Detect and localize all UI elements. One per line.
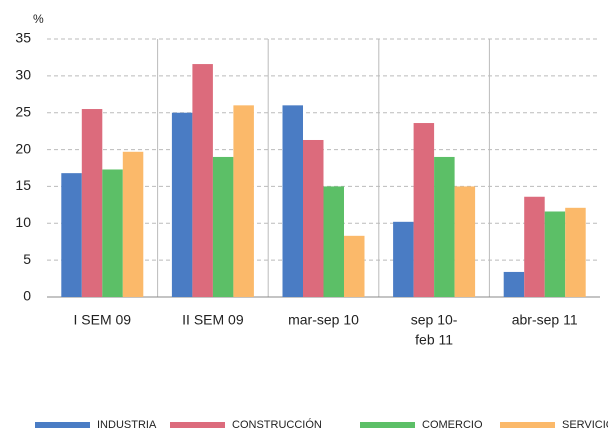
y-tick-label: 30 <box>15 67 31 83</box>
y-tick-label: 5 <box>23 251 31 267</box>
bar <box>233 105 254 297</box>
bar <box>524 196 545 297</box>
bar <box>344 235 365 297</box>
legend-label: COMERCIO <box>422 419 483 430</box>
legend-label: INDUSTRIA <box>97 419 157 430</box>
bar <box>565 207 586 297</box>
y-tick-label: 25 <box>15 103 31 119</box>
bar <box>434 156 455 297</box>
legend-swatch <box>35 422 90 428</box>
x-tick-label: mar-sep 10 <box>288 312 359 328</box>
y-tick-label: 0 <box>23 288 31 304</box>
bar <box>102 169 123 297</box>
bar <box>303 139 324 297</box>
bar <box>503 271 525 297</box>
legend-swatch <box>500 422 555 428</box>
bar <box>323 186 344 297</box>
bar <box>393 221 414 297</box>
bar <box>212 156 234 297</box>
legend-swatch <box>360 422 415 428</box>
bar <box>171 112 193 297</box>
bar <box>413 123 435 297</box>
x-tick-label: II SEM 09 <box>182 312 244 328</box>
bar <box>122 151 144 297</box>
x-tick-label: feb 11 <box>415 332 453 348</box>
y-tick-label: 20 <box>15 140 31 156</box>
bar <box>282 105 303 297</box>
y-tick-label: 10 <box>15 214 31 230</box>
x-tick-label: sep 10- <box>411 312 458 328</box>
bar <box>81 109 103 298</box>
legend-label: CONSTRUCCIÓN <box>232 418 322 430</box>
bar <box>61 173 82 297</box>
legend-swatch <box>170 422 225 428</box>
bar <box>544 211 566 297</box>
x-tick-label: abr-sep 11 <box>512 312 578 328</box>
bar <box>454 186 476 297</box>
y-tick-label: 35 <box>15 30 31 46</box>
bar <box>192 64 213 297</box>
y-axis-label: % <box>33 12 44 26</box>
legend-label: SERVICIO <box>562 419 608 430</box>
x-tick-label: I SEM 09 <box>74 312 132 328</box>
y-tick-label: 15 <box>15 177 31 193</box>
